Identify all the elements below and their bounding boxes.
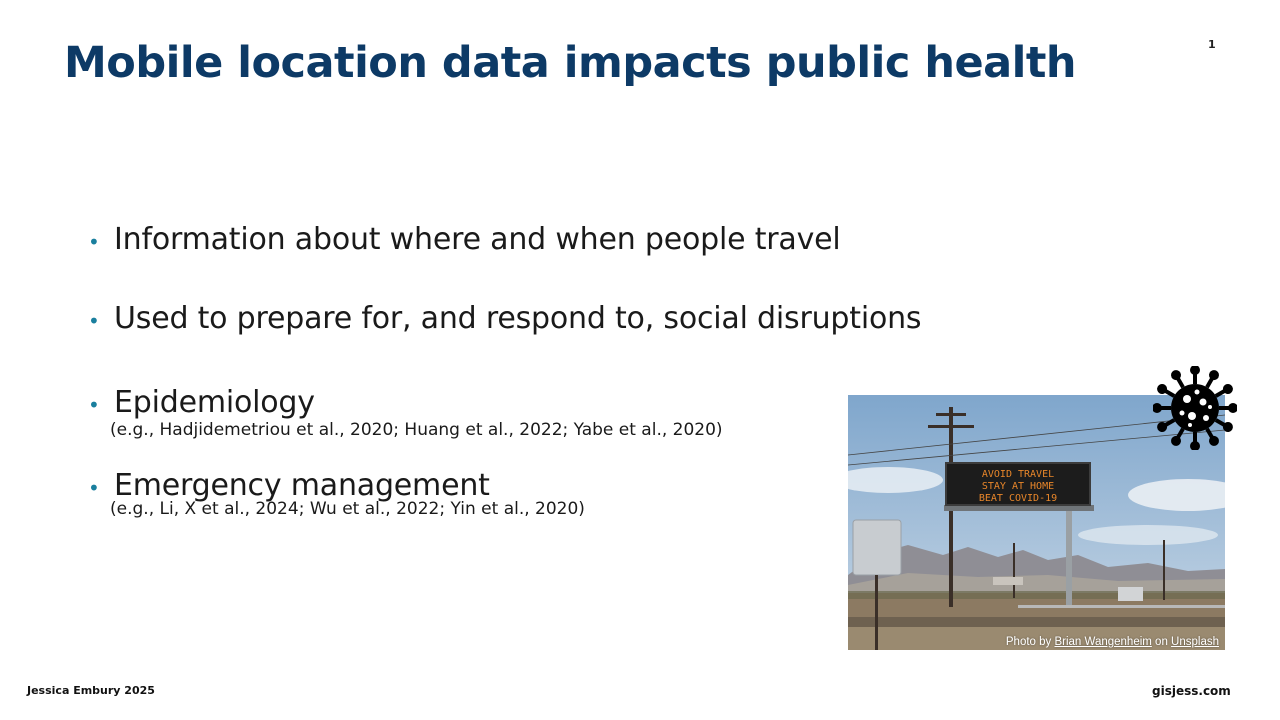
coronavirus-icon — [1153, 366, 1237, 450]
bullet-dot-icon: • — [88, 230, 100, 254]
credit-prefix: Photo by — [1005, 636, 1055, 648]
unsplash-link[interactable]: Unsplash — [1171, 636, 1219, 648]
photographer-link[interactable]: Brian Wangenheim — [1054, 636, 1152, 648]
bullet-dot-icon: • — [88, 309, 100, 333]
credit-mid: on — [1151, 636, 1172, 648]
slide-title: Mobile location data impacts public heal… — [64, 38, 1077, 88]
bullet-text: Epidemiology — [114, 385, 315, 420]
sign-line: BEAT COVID-19 — [979, 493, 1057, 504]
sign-line: AVOID TRAVEL — [982, 469, 1054, 480]
bullet-dot-icon: • — [88, 476, 100, 500]
citation: (e.g., Li, X et al., 2024; Wu et al., 20… — [110, 499, 585, 519]
highway-sign-photo: AVOID TRAVEL STAY AT HOME BEAT COVID-19 … — [848, 395, 1225, 650]
citation: (e.g., Hadjidemetriou et al., 2020; Huan… — [110, 420, 723, 440]
bullet-dot-icon: • — [88, 393, 100, 417]
slide-number: 1 — [1208, 38, 1216, 51]
footer-website: gisjess.com — [1152, 684, 1231, 698]
sign-line: STAY AT HOME — [982, 481, 1054, 492]
bullet-text: Emergency management — [114, 468, 490, 503]
bullet-text: Used to prepare for, and respond to, soc… — [114, 301, 922, 336]
photo-illustration: AVOID TRAVEL STAY AT HOME BEAT COVID-19 — [848, 395, 1225, 650]
photo-credit: Photo by Brian Wangenheim on Unsplash — [1006, 636, 1219, 648]
bullet-text: Information about where and when people … — [114, 222, 841, 257]
footer-author: Jessica Embury 2025 — [27, 684, 155, 697]
